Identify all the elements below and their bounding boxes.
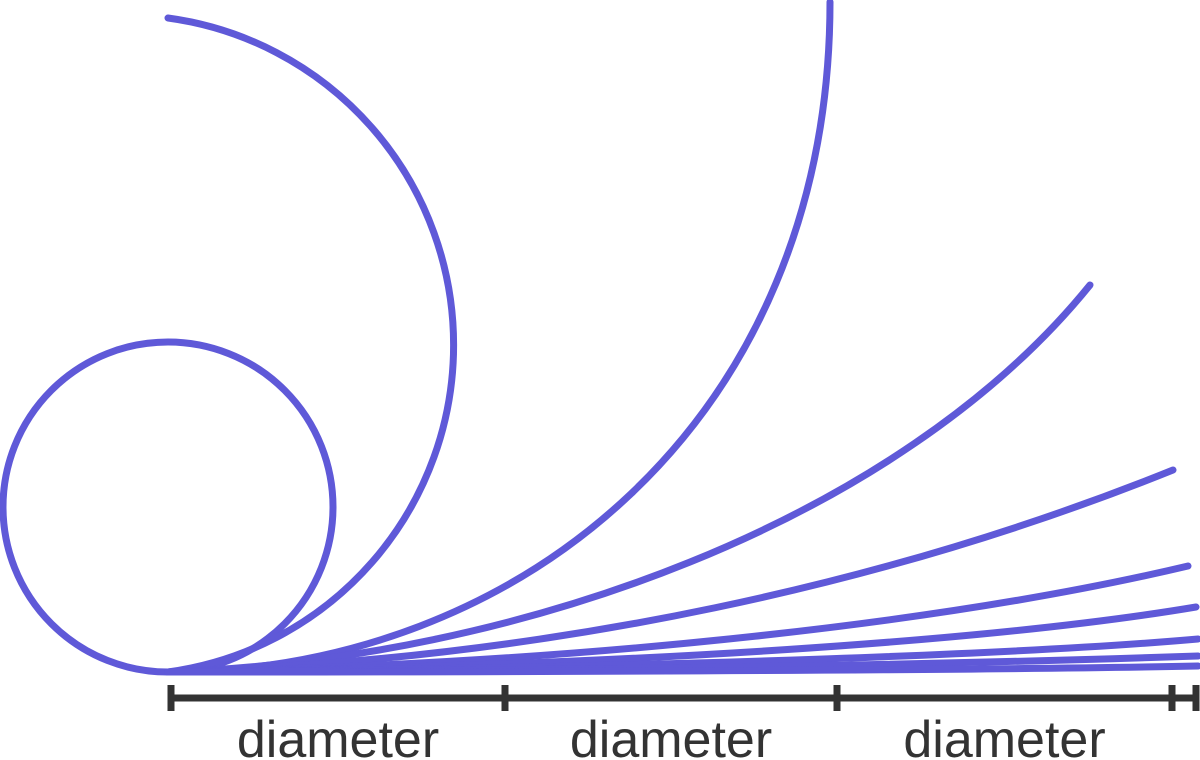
curve-3 xyxy=(164,281,1094,676)
segment-label-1: diameter xyxy=(236,711,440,760)
curve-2 xyxy=(164,0,834,676)
curve-9 xyxy=(164,662,1200,676)
segment-label-2: diameter xyxy=(569,711,773,760)
segment-label-3: diameter xyxy=(903,711,1106,760)
curve-group xyxy=(0,0,1200,676)
curve-1 xyxy=(164,14,458,676)
diameter-ruler xyxy=(167,685,1200,711)
curve-4 xyxy=(164,466,1177,676)
circle-curve xyxy=(0,338,337,676)
